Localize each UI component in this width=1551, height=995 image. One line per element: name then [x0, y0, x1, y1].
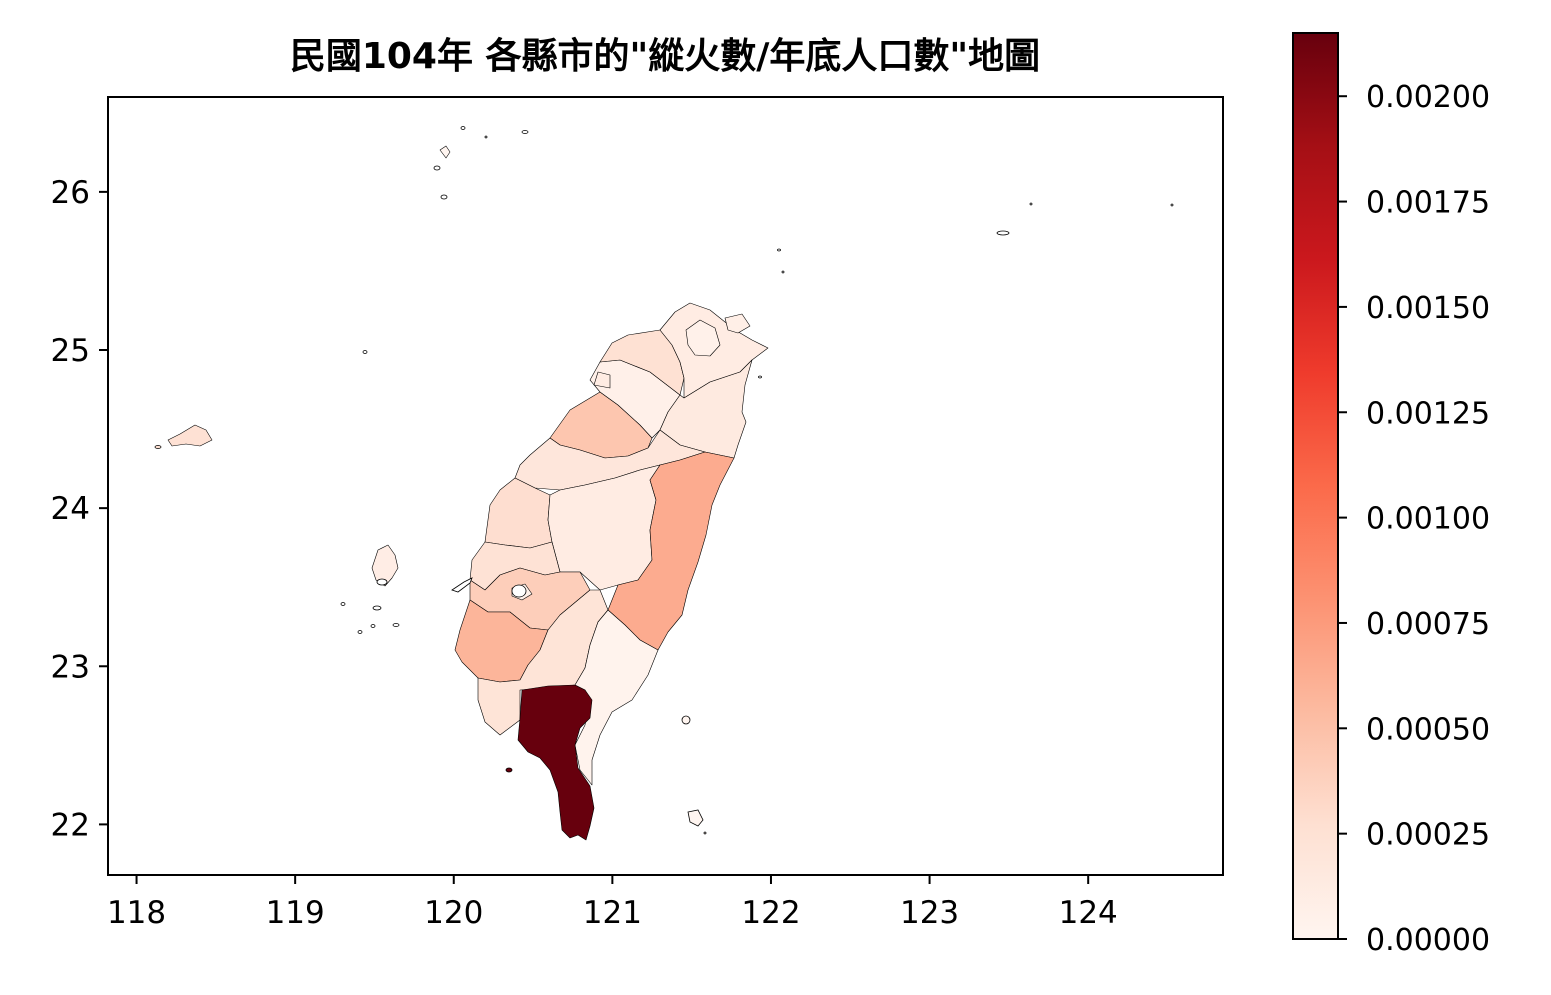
islet-matsu-4 [521, 130, 529, 134]
colorbar-tick-label: 0.00000 [1366, 923, 1490, 958]
islet-penghu-1 [376, 578, 388, 586]
islet-waisanding [451, 577, 473, 593]
region-taipei[interactable] [685, 319, 721, 357]
islet-chiayi-coast [511, 584, 527, 598]
region-layer [167, 145, 769, 841]
colorbar-tick-label: 0.00100 [1366, 502, 1490, 537]
region-hsinchu-city[interactable] [593, 371, 611, 389]
y-axis: 22 23 24 25 26 [51, 175, 108, 843]
islet-kinmen-small [154, 445, 162, 449]
islet-diaoyutai [996, 230, 1010, 236]
x-tick-label: 119 [266, 895, 325, 931]
islet-xiao-orchid [703, 831, 707, 835]
colorbar-tick-label: 0.00125 [1366, 396, 1490, 431]
y-tick-label: 22 [51, 807, 90, 843]
x-tick-label: 121 [583, 895, 642, 931]
islet-pengjia [777, 248, 781, 252]
islet-matsu-2 [440, 194, 448, 200]
colorbar-axis: 0.00000 0.00025 0.00050 0.00075 0.00100 0.001… [1338, 80, 1490, 958]
islet-penghu-2 [372, 605, 382, 611]
colorbar-tick-label: 0.00050 [1366, 712, 1490, 747]
region-yilan[interactable] [659, 359, 753, 459]
islet-east-1 [1029, 202, 1033, 206]
islet-liuqiu [505, 767, 513, 773]
y-tick-label: 23 [51, 649, 90, 685]
islet-matsu-5 [484, 135, 488, 139]
colorbar-tick-label: 0.00200 [1366, 80, 1490, 115]
region-lienchiang[interactable] [439, 145, 451, 159]
islet-mianhua [781, 270, 785, 274]
y-tick-label: 25 [51, 333, 90, 369]
region-keelung[interactable] [724, 313, 751, 334]
map-layer [154, 126, 1174, 841]
region-taitung[interactable] [574, 609, 659, 786]
x-tick-label: 118 [107, 895, 166, 931]
region-pingtung[interactable] [517, 684, 595, 841]
colorbar-tick-label: 0.00025 [1366, 818, 1490, 853]
region-kinmen[interactable] [167, 424, 213, 447]
x-tick-label: 124 [1059, 895, 1118, 931]
islet-penghu-4 [340, 602, 346, 606]
region-hualien[interactable] [607, 451, 735, 651]
islet-ne-1 [758, 375, 762, 379]
islet-penghu-6 [370, 624, 376, 628]
islet-matsu-3 [460, 126, 466, 130]
y-tick-label: 24 [51, 491, 90, 527]
islet-penghu-5 [357, 630, 363, 634]
x-tick-label: 123 [900, 895, 959, 931]
islet-layer [154, 126, 1174, 835]
colorbar-tick-label: 0.00150 [1366, 291, 1490, 326]
region-penghu[interactable] [371, 544, 399, 587]
chart-title: 民國104年 各縣市的"縱火數/年底人口數"地圖 [290, 36, 1040, 77]
islet-orchid-island [687, 809, 704, 827]
colorbar [1292, 32, 1339, 940]
islet-west-1 [362, 350, 368, 354]
axes-frame [107, 96, 1224, 876]
x-axis: 118 119 120 121 122 123 124 [107, 875, 1118, 931]
x-tick-label: 122 [741, 895, 800, 931]
x-tick-label: 120 [424, 895, 483, 931]
islet-green-island [681, 715, 691, 725]
colorbar-tick-label: 0.00075 [1366, 607, 1490, 642]
islet-matsu-1 [433, 165, 441, 171]
islet-east-2 [1170, 203, 1174, 207]
islet-penghu-3 [392, 623, 400, 627]
colorbar-tick-label: 0.00175 [1366, 186, 1490, 221]
y-tick-label: 26 [51, 175, 90, 211]
